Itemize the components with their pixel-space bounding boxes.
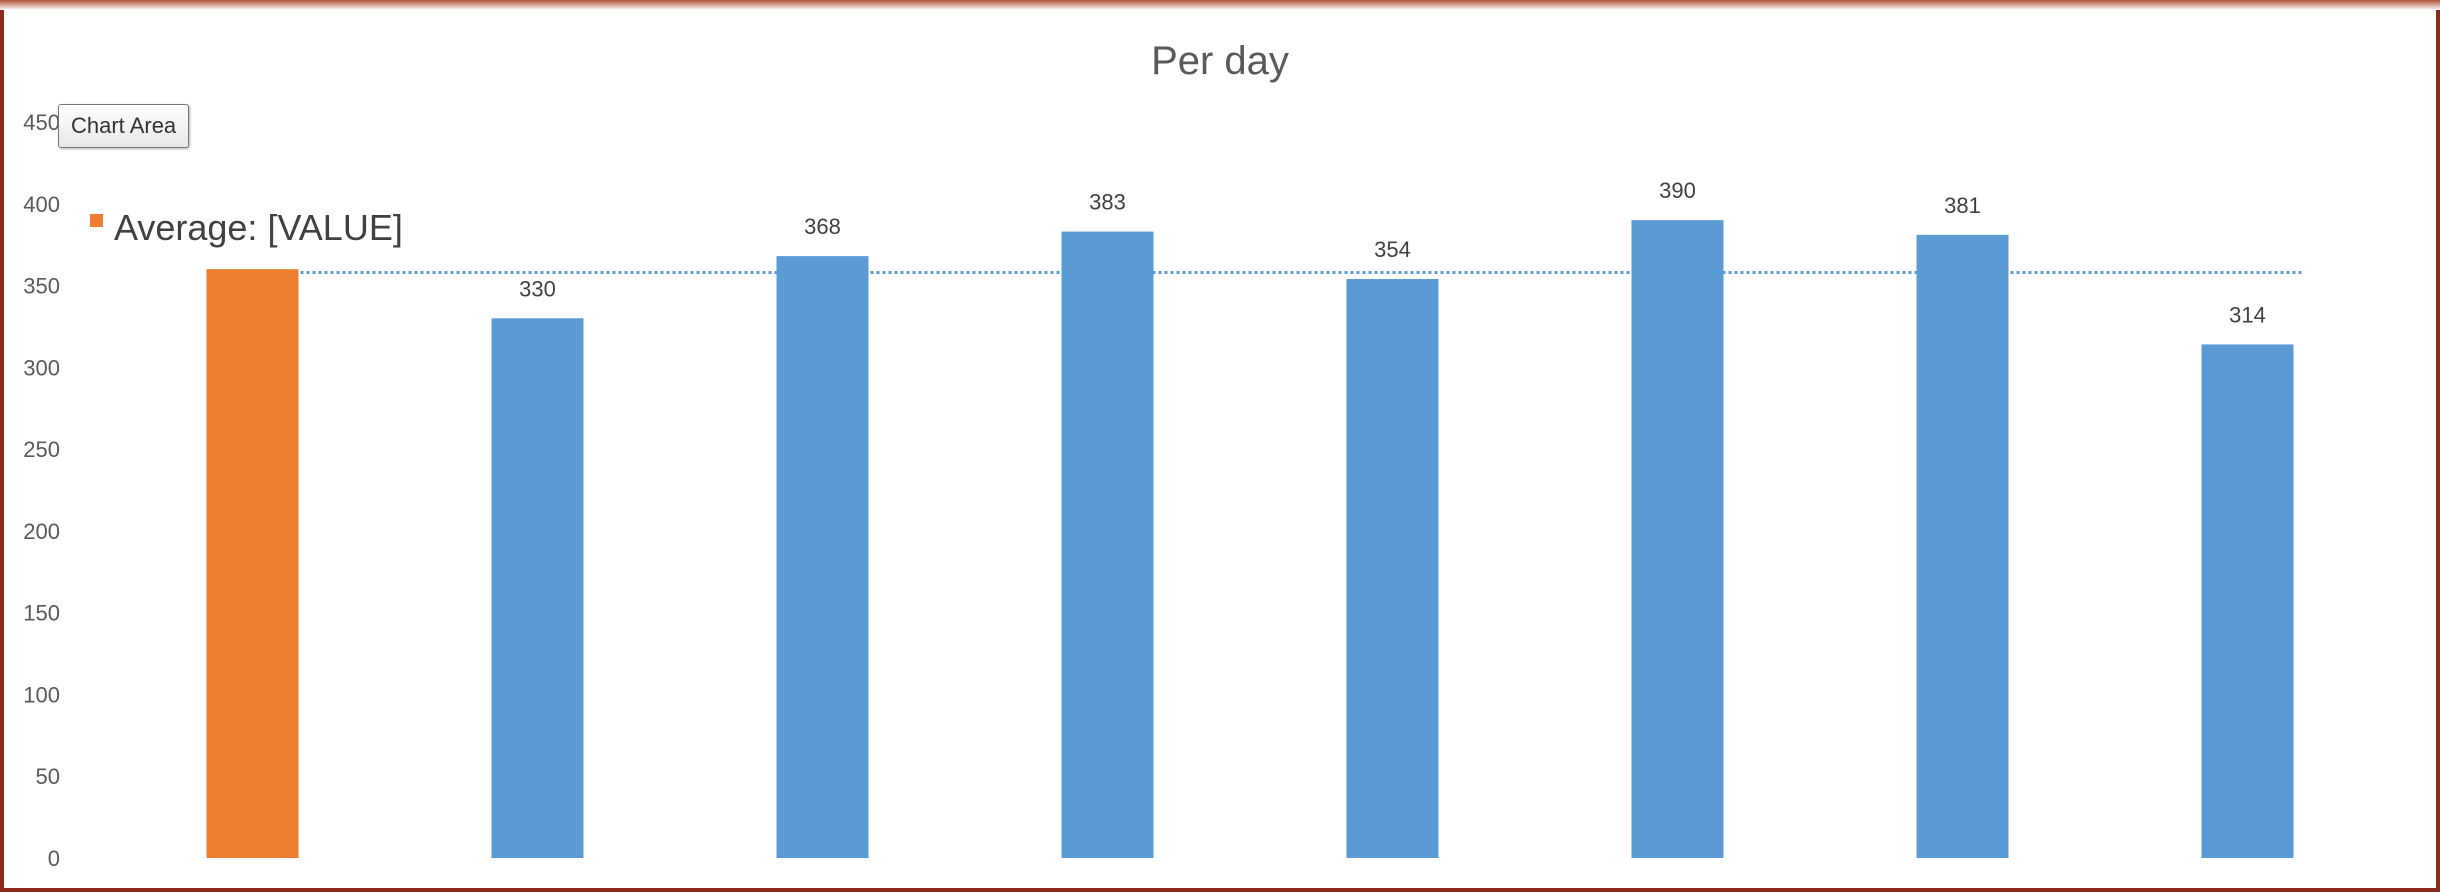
bar[interactable]	[2201, 344, 2294, 858]
legend-entry-average: Average: [VALUE]	[114, 207, 403, 248]
bar[interactable]	[1346, 279, 1439, 859]
bars	[206, 220, 2294, 859]
y-tick-label: 250	[23, 437, 60, 462]
bar-highlight[interactable]	[206, 269, 299, 858]
bar[interactable]	[776, 256, 869, 858]
data-label: 330	[519, 276, 556, 301]
bar[interactable]	[1061, 231, 1154, 859]
y-tick-label: 300	[23, 355, 60, 380]
data-label: 390	[1659, 178, 1696, 203]
legend[interactable]: Average: [VALUE]	[90, 207, 403, 248]
legend-swatch	[90, 214, 103, 227]
y-tick-label: 400	[23, 192, 60, 217]
y-tick-label: 100	[23, 682, 60, 707]
data-label: 354	[1374, 237, 1411, 262]
y-axis: 0 50 100 150 200 250 300 350 400 450	[23, 110, 60, 871]
y-tick-label: 350	[23, 274, 60, 299]
y-tick-label: 450	[23, 110, 60, 135]
chart-area-tooltip: Chart Area	[58, 104, 190, 148]
data-label: 368	[804, 214, 841, 239]
y-tick-label: 50	[36, 764, 60, 789]
data-labels: 330 368 383 354 390 381 314	[519, 178, 2266, 327]
data-label: 381	[1944, 193, 1981, 218]
chart-title: Per day	[1151, 39, 1289, 83]
y-tick-label: 0	[48, 846, 60, 871]
y-tick-label: 200	[23, 519, 60, 544]
bar[interactable]	[491, 318, 584, 858]
bar[interactable]	[1916, 234, 2009, 858]
bar[interactable]	[1631, 220, 1724, 859]
window-top-strip	[0, 0, 2440, 10]
data-label: 314	[2229, 302, 2266, 327]
data-label: 383	[1089, 190, 1126, 215]
y-tick-label: 150	[23, 601, 60, 626]
